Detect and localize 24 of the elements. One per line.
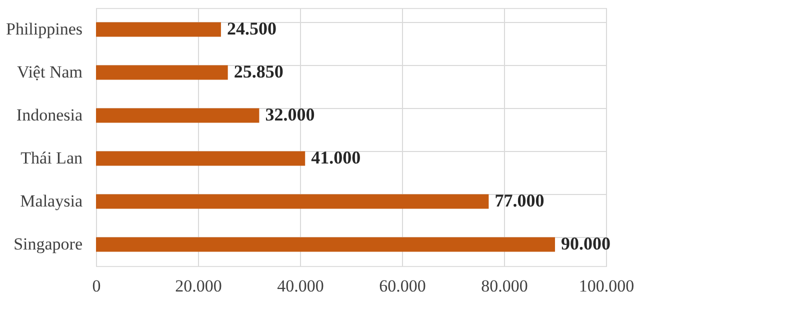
x-tick-label: 80.000 [481, 276, 528, 296]
data-label: 25.850 [234, 62, 284, 82]
bar [96, 194, 489, 209]
bar [96, 22, 221, 37]
data-label: 77.000 [494, 190, 544, 210]
x-tick-label: 20.000 [175, 276, 222, 296]
x-tick-label: 40.000 [277, 276, 324, 296]
data-label: 32.000 [265, 104, 315, 124]
y-tick-label: Thái Lan [20, 148, 83, 168]
x-tick-label: 60.000 [379, 276, 426, 296]
y-tick-label: Malaysia [20, 192, 83, 210]
y-tick-label: Philippines [6, 20, 82, 38]
data-label: 41.000 [311, 148, 361, 168]
data-label: 90.000 [561, 234, 610, 254]
bar [96, 108, 260, 123]
bar [96, 237, 555, 252]
y-tick-label: Singapore [14, 234, 82, 254]
y-tick-label: Việt Nam [16, 62, 82, 82]
y-tick-label: Indonesia [16, 106, 83, 124]
bar [96, 151, 306, 166]
x-tick-label: 100.000 [578, 276, 634, 296]
x-tick-label: 0 [92, 276, 101, 296]
data-label: 24.500 [226, 18, 276, 38]
bar [96, 65, 228, 80]
